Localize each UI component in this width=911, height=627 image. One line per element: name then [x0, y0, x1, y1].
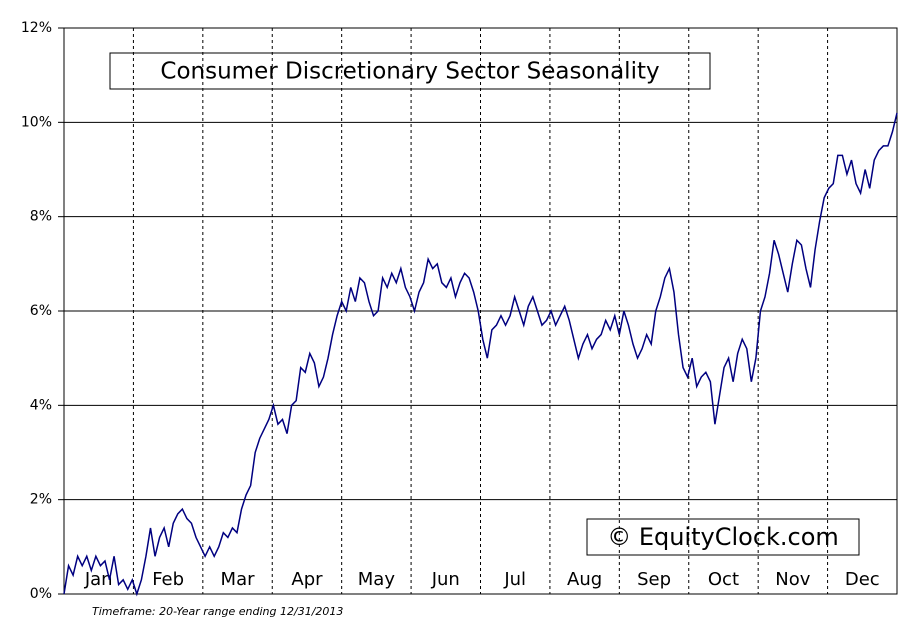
footnote: Timeframe: 20-Year range ending 12/31/20…: [92, 605, 343, 618]
x-tick-label: Jul: [503, 569, 526, 590]
x-tick-label: Sep: [637, 569, 671, 590]
series-line: [63, 112, 898, 597]
y-tick-label: 4%: [30, 397, 52, 413]
watermark: © EquityClock.com: [607, 523, 839, 551]
y-tick-label: 2%: [30, 492, 52, 508]
y-tick-label: 12%: [21, 20, 52, 36]
x-tick-label: Mar: [221, 569, 256, 590]
y-tick-label: 0%: [30, 586, 52, 602]
chart-title: Consumer Discretionary Sector Seasonalit…: [160, 59, 659, 85]
x-tick-label: May: [358, 569, 396, 590]
x-tick-label: Dec: [845, 569, 880, 590]
title-box: [109, 52, 711, 90]
x-tick-label: Nov: [775, 569, 810, 590]
x-tick-label: Jan: [84, 569, 113, 590]
y-tick-label: 6%: [30, 303, 52, 319]
x-tick-label: Jun: [431, 569, 460, 590]
y-tick-label: 10%: [21, 114, 52, 130]
x-tick-label: Feb: [152, 569, 184, 590]
x-tick-label: Aug: [567, 569, 602, 590]
x-tick-label: Apr: [291, 569, 323, 590]
watermark-box: [586, 518, 860, 556]
x-tick-label: Oct: [708, 569, 739, 590]
y-tick-label: 8%: [30, 209, 52, 225]
